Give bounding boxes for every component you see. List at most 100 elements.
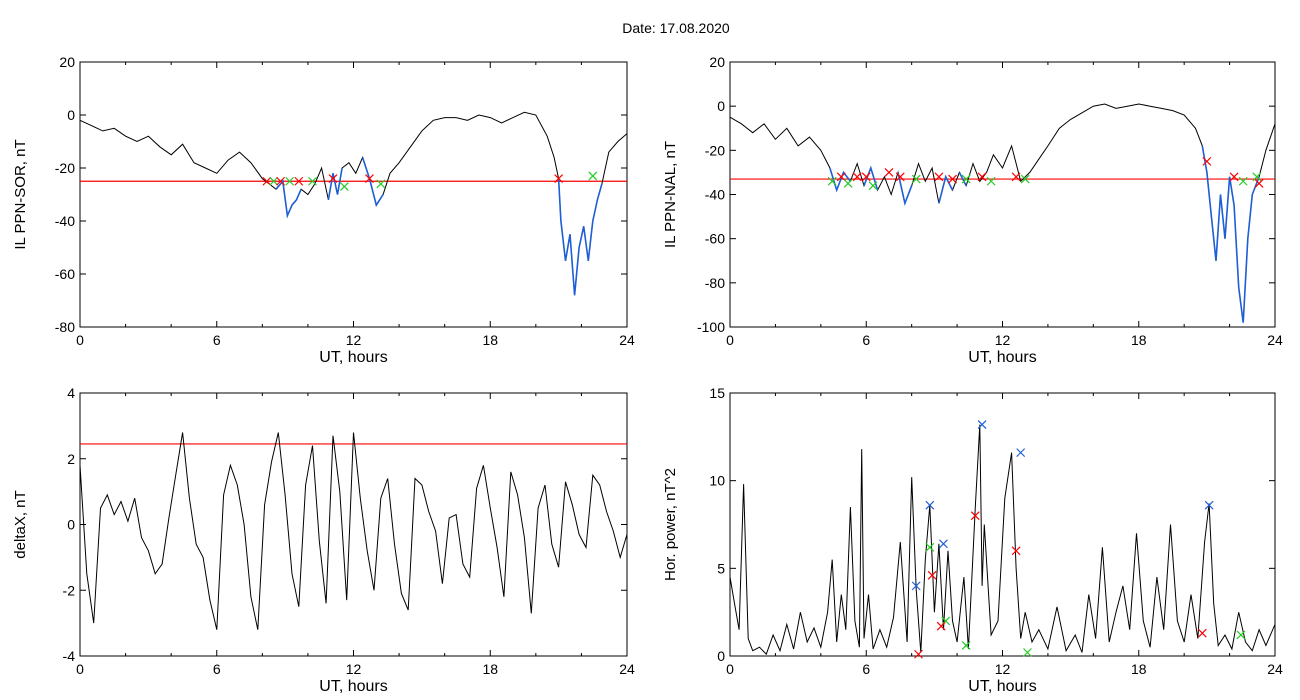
event-marker-blue: [977, 420, 987, 429]
highlight-segment: [275, 179, 302, 219]
highlight-segment: [327, 167, 343, 200]
x-axis-label: UT, hours: [968, 678, 1036, 695]
event-marker-red: [1197, 628, 1207, 638]
x-tick-label: 0: [726, 332, 734, 348]
x-tick-label: 12: [346, 332, 362, 348]
x-tick-label: 18: [482, 661, 498, 677]
x-tick-label: 24: [619, 661, 635, 677]
event-marker-green: [339, 182, 349, 191]
x-axis-label: UT, hours: [968, 349, 1036, 366]
event-marker-green: [1023, 648, 1032, 657]
x-tick-label: 24: [1267, 332, 1283, 348]
series-line: [80, 111, 627, 296]
x-tick-label: 24: [1267, 661, 1283, 677]
y-tick-label: -60: [55, 266, 75, 282]
highlight-segment: [958, 172, 967, 187]
event-marker-red: [861, 172, 871, 182]
event-marker-green: [961, 174, 971, 184]
event-marker-red: [977, 172, 987, 182]
y-axis-label: IL PPN-SOR, nT: [12, 139, 29, 249]
x-tick-label: 6: [213, 332, 221, 348]
x-axis-label: UT, hours: [319, 678, 387, 695]
series-line: [730, 424, 1275, 656]
event-marker-blue: [939, 539, 948, 549]
x-tick-label: 12: [346, 661, 362, 677]
event-marker-red: [914, 649, 923, 659]
x-tick-label: 0: [76, 661, 84, 677]
event-marker-green: [868, 181, 878, 191]
y-tick-label: -2: [63, 582, 76, 598]
plot-area: [80, 111, 627, 296]
event-marker-green: [588, 171, 598, 181]
y-tick-label: -80: [705, 275, 725, 291]
x-tick-label: 6: [862, 332, 870, 348]
event-marker-green: [376, 179, 386, 189]
event-marker-red: [1202, 156, 1212, 166]
y-tick-label: -40: [55, 213, 75, 229]
x-tick-label: 0: [76, 332, 84, 348]
y-tick-label: -4: [63, 648, 76, 664]
event-marker-green: [285, 176, 295, 186]
event-marker-red: [936, 621, 946, 631]
plot-area: [730, 103, 1275, 323]
event-marker-blue: [925, 500, 935, 510]
event-marker-red: [895, 172, 905, 182]
event-marker-red: [1011, 172, 1021, 182]
event-marker-green: [986, 176, 996, 186]
x-tick-label: 18: [1131, 661, 1147, 677]
event-marker-red: [365, 174, 374, 184]
highlight-segment: [557, 178, 603, 296]
series-line: [730, 103, 1275, 323]
plot-area: [80, 432, 627, 630]
event-marker-red: [852, 172, 862, 182]
event-marker-blue: [1016, 448, 1026, 458]
panel-il-ppn-nal: 0 6 12 18 24 -100 -80 -60 -40 -20 0 20 UT, hours IL P…: [662, 54, 1283, 366]
event-marker-red: [970, 511, 980, 521]
event-marker-red: [276, 176, 285, 186]
panel-hor-power: 0 6 12 18 24 0 5 10 15 UT, hours Hor. power, nT^2: [662, 385, 1283, 695]
plot-frame: [79, 392, 628, 657]
event-marker-green: [1252, 172, 1262, 182]
panel-il-ppn-sor: 0 6 12 18 24 -80 -60 -40 -20 0 20 UT, hours IL PPN-S…: [12, 54, 635, 366]
event-marker-green: [827, 176, 837, 186]
series-line: [80, 432, 627, 630]
event-marker-red: [554, 174, 564, 184]
x-axis-label: UT, hours: [319, 349, 387, 366]
event-marker-green: [1238, 176, 1248, 186]
y-axis-label: Hor. power, nT^2: [662, 468, 679, 581]
event-marker-blue: [1204, 500, 1214, 510]
y-tick-label: 20: [59, 54, 75, 70]
x-tick-label: 18: [482, 332, 498, 348]
highlight-segment: [829, 167, 852, 193]
event-marker-red: [884, 167, 894, 177]
y-axis-label: IL PPN-NAL, nT: [662, 141, 679, 248]
event-marker-red: [1254, 179, 1264, 188]
plot-frame: [729, 61, 1276, 328]
y-tick-label: 0: [717, 648, 725, 664]
y-tick-label: -100: [697, 319, 725, 335]
event-marker-green: [843, 179, 853, 188]
y-tick-label: 4: [67, 385, 75, 401]
y-tick-label: -20: [705, 142, 725, 158]
y-tick-label: -60: [705, 231, 725, 247]
highlight-segment: [938, 174, 954, 204]
event-marker-red: [1229, 172, 1239, 182]
event-marker-red: [927, 570, 937, 580]
plot-frame: [729, 392, 1276, 657]
highlight-segment: [1201, 145, 1260, 323]
highlight-segment: [897, 172, 913, 207]
x-tick-label: 24: [619, 332, 635, 348]
y-tick-label: -80: [55, 319, 75, 335]
event-marker-red: [948, 174, 957, 184]
y-tick-label: 2: [67, 451, 75, 467]
x-tick-label: 6: [862, 661, 870, 677]
x-tick-label: 0: [726, 661, 734, 677]
event-marker-green: [269, 176, 279, 186]
figure-title: Date: 17.08.2020: [622, 20, 730, 36]
y-tick-label: 10: [709, 473, 725, 489]
event-marker-green: [308, 176, 317, 186]
x-tick-label: 12: [995, 332, 1011, 348]
y-tick-label: 5: [717, 560, 725, 576]
